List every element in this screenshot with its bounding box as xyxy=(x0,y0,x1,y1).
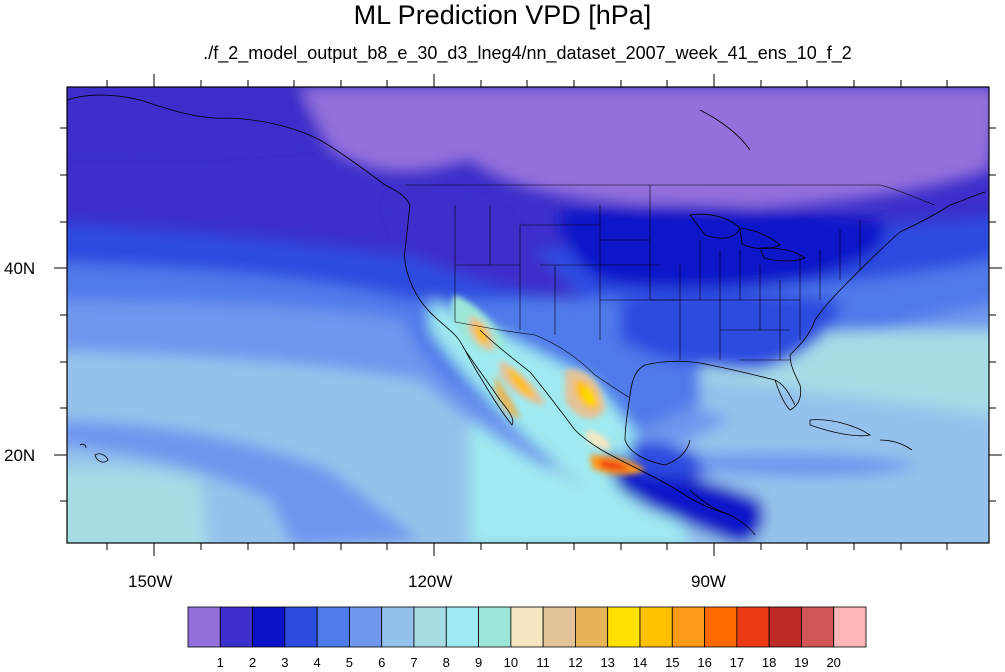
colorbar-swatch xyxy=(575,606,609,648)
colorbar-swatch xyxy=(316,606,350,648)
colorbar-swatch xyxy=(671,606,705,648)
colorbar-swatch xyxy=(736,606,770,648)
lat-label-20n: 20N xyxy=(4,446,36,465)
colorbar xyxy=(187,606,867,648)
colorbar-tick-label: 13 xyxy=(600,655,615,670)
colorbar-tick-label: 8 xyxy=(442,655,450,670)
colorbar-tick-label: 15 xyxy=(665,655,680,670)
colorbar-swatch xyxy=(445,606,479,648)
lat-ticks xyxy=(54,127,1002,502)
colorbar-swatch xyxy=(768,606,802,648)
colorbar-tick-label: 7 xyxy=(410,655,418,670)
colorbar-tick-label: 11 xyxy=(536,655,550,670)
colorbar-swatch xyxy=(607,606,641,648)
lat-label-40n: 40N xyxy=(4,259,36,278)
colorbar-swatch xyxy=(252,606,286,648)
colorbar-swatch xyxy=(284,606,318,648)
colorbar-tick-label: 20 xyxy=(826,655,841,670)
coastlines xyxy=(67,94,986,536)
lon-label-150w: 150W xyxy=(128,572,173,591)
colorbar-swatch xyxy=(833,606,867,648)
colorbar-tick-label: 18 xyxy=(761,655,777,670)
plot-subtitle: ./f_2_model_output_b8_e_30_d3_lneg4/nn_d… xyxy=(203,43,852,63)
colorbar-swatch xyxy=(478,606,512,648)
colorbar-swatch xyxy=(413,606,447,648)
colorbar-swatch xyxy=(381,606,415,648)
colorbar-tick-label: 10 xyxy=(503,655,519,670)
lon-label-120w: 120W xyxy=(408,572,453,591)
colorbar-swatch xyxy=(801,606,835,648)
colorbar-swatch xyxy=(219,606,253,648)
colorbar-swatch xyxy=(187,606,221,648)
colorbar-tick-label: 12 xyxy=(568,655,583,670)
colorbar-tick-label: 14 xyxy=(632,655,648,670)
lon-label-90w: 90W xyxy=(691,572,726,591)
colorbar-tick-label: 1 xyxy=(216,655,224,670)
colorbar-tick-label: 2 xyxy=(248,655,257,670)
colorbar-swatch xyxy=(639,606,673,648)
plot-title: ML Prediction VPD [hPa] xyxy=(353,0,652,30)
colorbar-tick-label: 3 xyxy=(281,655,289,670)
colorbar-tick-label: 6 xyxy=(378,655,386,670)
colorbar-tick-label: 17 xyxy=(729,655,745,670)
colorbar-swatch xyxy=(542,606,576,648)
colorbar-swatch xyxy=(510,606,544,648)
lon-ticks xyxy=(106,74,948,556)
colorbar-tick-label: 16 xyxy=(697,655,712,670)
colorbar-swatch xyxy=(349,606,383,648)
colorbar-tick-label: 19 xyxy=(794,655,809,670)
colorbar-tick-label: 5 xyxy=(345,655,353,670)
colorbar-swatch xyxy=(704,606,738,648)
political-borders xyxy=(405,184,936,399)
vpd-field xyxy=(67,87,989,543)
colorbar-tick-label: 4 xyxy=(313,655,321,670)
colorbar-tick-label: 9 xyxy=(474,655,483,670)
